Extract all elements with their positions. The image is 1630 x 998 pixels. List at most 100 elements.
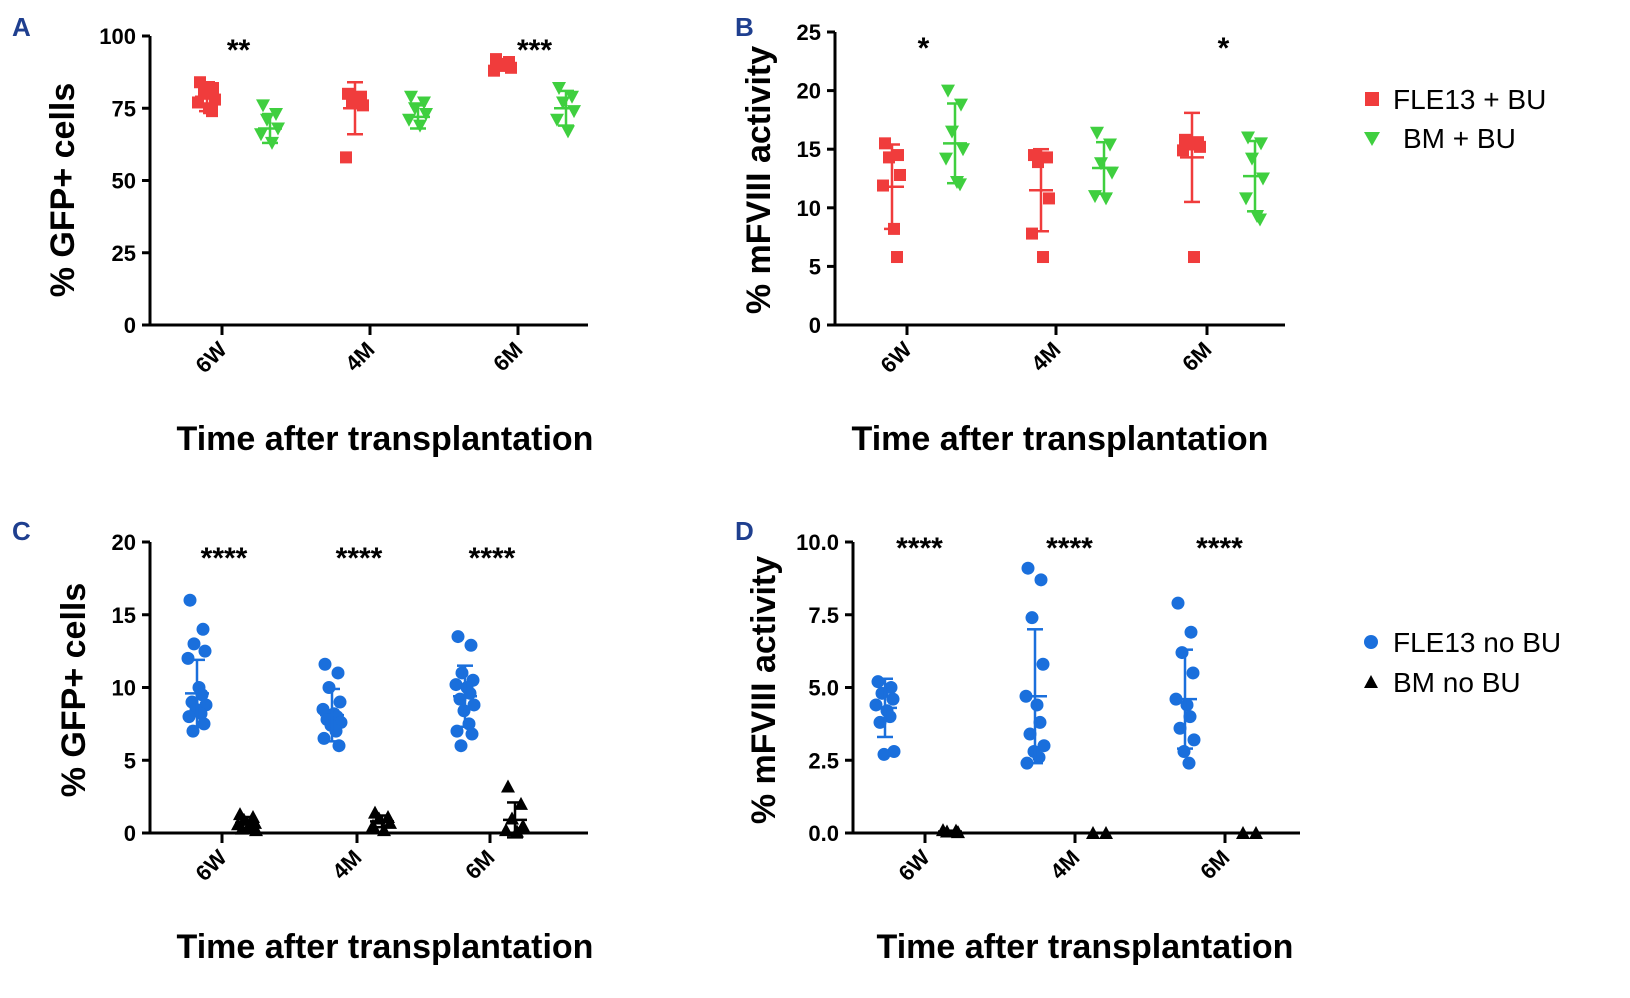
data-point [316, 702, 330, 716]
series-bm-bu [939, 84, 1270, 227]
data-point [417, 96, 431, 110]
panel-d: D % mFVIII activity Time after transplan… [735, 516, 1561, 966]
x-tick-label: 6W [191, 337, 232, 378]
x-tick-label: 4M [327, 845, 366, 884]
data-point [505, 811, 519, 825]
y-tick-label: 0 [809, 313, 821, 338]
data-point [260, 113, 274, 127]
data-point [404, 90, 418, 104]
series-fle13-bu [877, 111, 1206, 264]
data-point [1099, 192, 1113, 206]
legend-marker-bm-nobu [1364, 675, 1378, 688]
y-axis-label: % mFVIII activity [740, 46, 778, 314]
legend-marker-fle13-bu [1365, 92, 1379, 106]
data-point [1188, 251, 1200, 264]
data-point [181, 651, 195, 665]
data-point [366, 818, 380, 832]
x-tick-label: 6W [191, 845, 232, 886]
legend-label-bm-nobu: BM no BU [1393, 667, 1521, 698]
significance-label: *** [517, 34, 552, 67]
series-fle13-no-bu [869, 561, 1201, 770]
series-bm-no-bu [231, 779, 530, 839]
y-tick-label: 0 [124, 821, 136, 846]
data-point [464, 638, 478, 652]
data-point [449, 678, 463, 692]
data-point [455, 666, 469, 680]
data-point [565, 90, 579, 104]
data-point [451, 630, 465, 644]
data-point [883, 710, 897, 724]
data-point [357, 99, 369, 112]
data-point [256, 99, 270, 113]
x-tick-label: 4M [340, 337, 379, 376]
data-point [1194, 140, 1206, 153]
x-tick-label: 4M [1045, 845, 1084, 884]
data-point [1171, 596, 1185, 610]
data-point [183, 593, 197, 607]
data-point [196, 622, 210, 636]
series-fle13-bu [192, 53, 517, 164]
data-point [198, 644, 212, 658]
x-axis-label: Time after transplantation [177, 420, 594, 458]
data-point [561, 125, 575, 139]
data-point [894, 168, 906, 181]
data-point [871, 675, 885, 689]
data-point [192, 96, 204, 109]
x-axis-label: Time after transplantation [177, 928, 594, 966]
data-point [891, 251, 903, 264]
significance-label: **** [1046, 532, 1093, 565]
data-point [1256, 172, 1270, 186]
legend-label-fle13-nobu: FLE13 no BU [1393, 627, 1561, 658]
panel-letter-d: D [735, 516, 754, 546]
x-tick-label: 6M [1195, 845, 1234, 884]
y-tick-label: 50 [112, 169, 136, 194]
data-point [1034, 573, 1048, 587]
data-point [886, 692, 900, 706]
data-point [1175, 646, 1189, 660]
y-tick-label: 7.5 [808, 603, 839, 628]
legend-label-bm-bu: BM + BU [1403, 123, 1516, 154]
legend-b: FLE13 + BU BM + BU [1364, 84, 1546, 154]
data-point [333, 695, 347, 709]
data-point [1187, 733, 1201, 747]
data-point [317, 731, 331, 745]
y-tick-label: 2.5 [808, 748, 839, 773]
y-tick-label: 20 [797, 79, 821, 104]
data-point [510, 824, 524, 838]
data-point [939, 152, 953, 166]
panel-b: B % mFVIII activity Time after transplan… [735, 12, 1546, 458]
plot-area: 0.0 2.5 5.0 7.5 10.0 6W 4M 6M **** **** **** [796, 530, 1300, 886]
data-point [197, 717, 211, 731]
data-point [182, 710, 196, 724]
y-tick-label: 5.0 [808, 676, 839, 701]
y-tick-label: 20 [112, 530, 136, 555]
data-point [195, 688, 209, 702]
legend-marker-bm-bu [1364, 132, 1380, 146]
data-point [1241, 131, 1255, 145]
data-point [377, 823, 391, 837]
y-tick-label: 10 [112, 676, 136, 701]
plot-area: 0 5 10 15 20 25 6W 4M 6M * * [797, 20, 1285, 378]
data-point [1173, 721, 1187, 735]
data-point [1023, 727, 1037, 741]
data-point [945, 125, 959, 139]
data-point [1182, 756, 1196, 770]
data-point [552, 82, 566, 96]
data-point [1183, 710, 1197, 724]
x-tick-label: 6M [460, 845, 499, 884]
y-tick-label: 15 [112, 603, 136, 628]
data-point [1043, 192, 1055, 205]
legend-marker-fle13-nobu [1364, 635, 1378, 649]
significance-label: **** [469, 542, 516, 575]
series-fle13-no-bu [181, 593, 481, 753]
panel-a: A % GFP+ cells Time after transplantatio… [12, 12, 593, 458]
data-point [956, 143, 970, 157]
y-tick-label: 0.0 [808, 821, 839, 846]
data-point [413, 119, 427, 133]
x-axis-label: Time after transplantation [852, 420, 1269, 458]
significance-label: **** [1196, 532, 1243, 565]
data-point [1037, 739, 1051, 753]
legend-d: FLE13 no BU BM no BU [1364, 627, 1561, 698]
y-tick-label: 75 [112, 96, 136, 121]
data-point [322, 681, 336, 694]
